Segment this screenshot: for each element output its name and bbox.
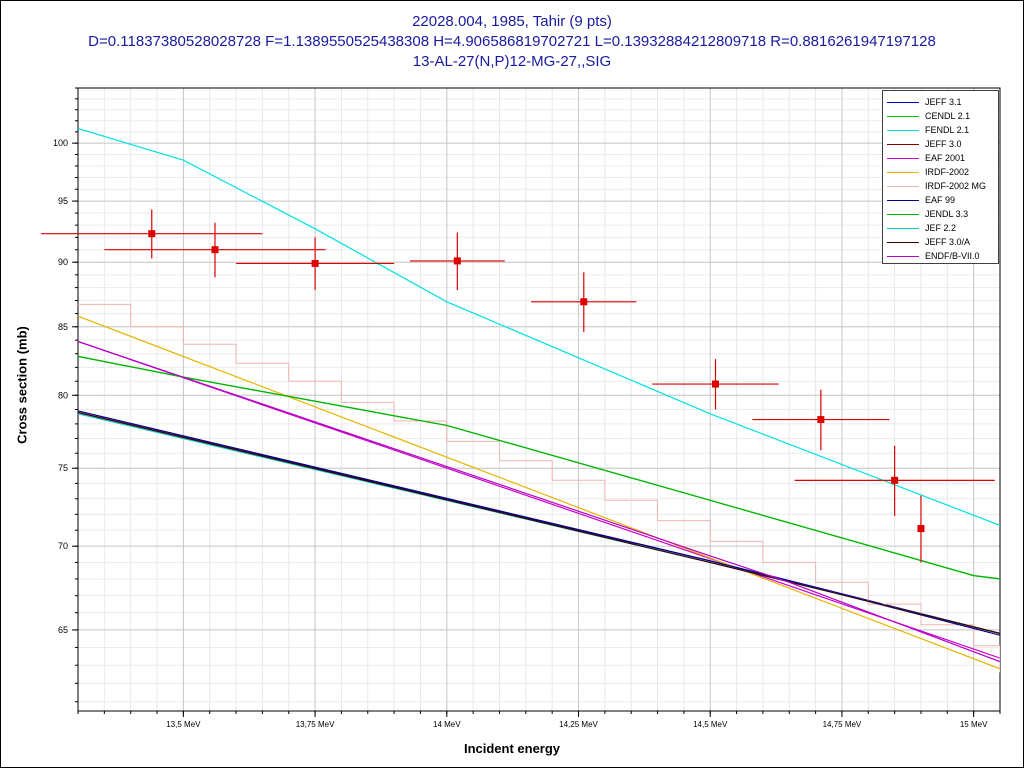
series-line-jef-2-2 (78, 413, 1000, 634)
y-tick-label: 95 (58, 196, 68, 206)
y-tick-label: 85 (58, 322, 68, 332)
data-point-marker (148, 230, 156, 238)
data-point-marker (211, 246, 219, 254)
legend-label: IRDF-2002 (925, 167, 970, 177)
legend-swatch (887, 158, 919, 159)
series-line-jendl-3-3 (78, 355, 1000, 580)
legend-swatch (887, 200, 919, 201)
x-tick-label: 14,5 MeV (693, 720, 728, 729)
y-tick-label: 65 (58, 625, 68, 635)
series-line-cendl-2-1 (78, 355, 1000, 580)
legend-item: JEFF 3.1 (883, 96, 998, 109)
chart-title-line-2: D=0.11837380528028728 F=1.13895505254383… (88, 33, 936, 50)
legend-swatch (887, 102, 919, 103)
plot-border (77, 87, 1001, 712)
legend-item: FENDL 2.1 (883, 124, 998, 137)
legend-item: EAF 2001 (883, 152, 998, 165)
legend-swatch (887, 186, 919, 187)
legend-label: EAF 2001 (925, 153, 966, 163)
series-line-fendl-2-1 (78, 127, 1000, 526)
series-line-eaf-2001 (78, 340, 1000, 659)
legend-swatch (887, 172, 919, 173)
x-tick-label: 14 MeV (433, 720, 461, 729)
y-tick-label: 100 (53, 138, 68, 148)
series-line-endf-b-vii-0 (78, 340, 1000, 663)
series-group (78, 127, 1000, 673)
legend-swatch (887, 144, 919, 145)
legend-swatch (887, 242, 919, 243)
data-point-marker (817, 416, 825, 424)
legend-label: CENDL 2.1 (925, 111, 971, 121)
legend-item: EAF 99 (883, 194, 998, 207)
data-point-marker (917, 525, 925, 533)
y-tick-label: 75 (58, 463, 68, 473)
x-tick-label: 14,75 MeV (823, 720, 862, 729)
legend-item: JEF 2.2 (883, 222, 998, 235)
legend-label: JENDL 3.3 (925, 209, 969, 219)
chart-title-line-3: 13-AL-27(N,P)12-MG-27,,SIG (412, 53, 612, 70)
legend: JEFF 3.1 CENDL 2.1 FENDL 2.1 JEFF 3.0 EAF 20… (882, 90, 999, 264)
y-tick-label: 70 (58, 541, 68, 551)
chart-title-block: 22028.004, 1985, Tahir (9 pts) D=0.11837… (0, 12, 1024, 72)
legend-label: JEF 2.2 (925, 223, 957, 233)
legend-label: FENDL 2.1 (925, 125, 970, 135)
series-line-irdf-2002-mg (78, 303, 1000, 673)
x-tick-label: 14,25 MeV (559, 720, 598, 729)
legend-swatch (887, 228, 919, 229)
y-tick-label: 90 (58, 257, 68, 267)
legend-swatch (887, 116, 919, 117)
legend-swatch (887, 130, 919, 131)
legend-item: JEFF 3.0 (883, 138, 998, 151)
data-point-marker (711, 380, 719, 388)
legend-item: ENDF/B-VII.0 (883, 250, 998, 263)
series-line-jeff-3-0-a (78, 411, 1000, 634)
legend-item: CENDL 2.1 (883, 110, 998, 123)
legend-label: JEFF 3.1 (925, 97, 962, 107)
legend-swatch (887, 256, 919, 257)
x-tick-label: 13,75 MeV (296, 720, 335, 729)
chart-title-line-1: 22028.004, 1985, Tahir (9 pts) (412, 13, 612, 30)
legend-label: ENDF/B-VII.0 (925, 251, 980, 261)
legend-item: IRDF-2002 MG (883, 180, 998, 193)
series-line-irdf-2002 (78, 315, 1000, 670)
data-point-marker (891, 476, 899, 484)
data-point-marker (580, 298, 588, 306)
y-tick-label: 80 (58, 390, 68, 400)
legend-label: EAF 99 (925, 195, 956, 205)
data-point-marker (453, 257, 461, 265)
x-tick-label: 13,5 MeV (166, 720, 201, 729)
legend-item: IRDF-2002 (883, 166, 998, 179)
series-line-eaf-99 (78, 410, 1000, 636)
legend-label: JEFF 3.0 (925, 139, 962, 149)
legend-item: JENDL 3.3 (883, 208, 998, 221)
data-point-marker (311, 259, 319, 267)
legend-swatch (887, 214, 919, 215)
legend-label: IRDF-2002 MG (925, 181, 987, 191)
y-axis-title: Cross section (mb) (14, 326, 30, 444)
x-axis-title: Incident energy (463, 741, 561, 756)
x-tick-label: 15 MeV (960, 720, 988, 729)
legend-label: JEFF 3.0/A (925, 237, 971, 247)
legend-item: JEFF 3.0/A (883, 236, 998, 249)
